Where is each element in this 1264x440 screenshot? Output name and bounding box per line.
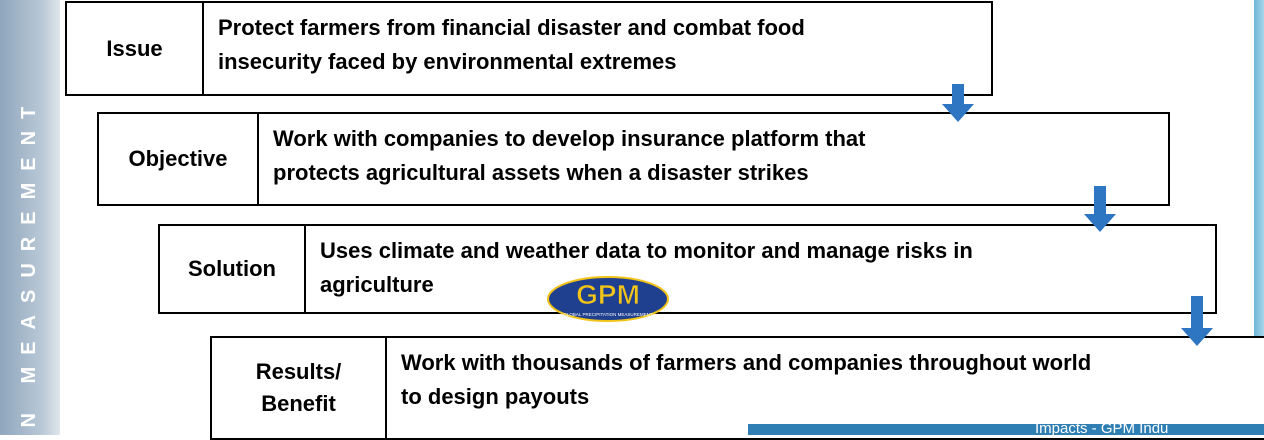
footer-text: Impacts - GPM Indu	[1035, 424, 1169, 435]
row-label: Solution	[160, 226, 306, 312]
side-strip: ON MEASUREMENT	[0, 0, 60, 435]
row-text: Work with companies to develop insurance…	[259, 114, 879, 204]
text-line: Work with companies to develop insurance…	[273, 126, 866, 151]
text-line: Uses climate and weather data to monitor…	[320, 238, 973, 263]
arrow	[1084, 186, 1116, 232]
right-bar	[1254, 0, 1264, 356]
text-line: to design payouts	[401, 384, 590, 409]
arrow	[942, 84, 974, 122]
table-row: Solution Uses climate and weather data to…	[158, 224, 1217, 314]
row-label: Results/ Benefit	[212, 338, 387, 438]
text-line: agriculture	[320, 272, 434, 297]
table-row: Results/ Benefit Work with thousands of f…	[210, 336, 1264, 440]
row-text: Uses climate and weather data to monitor…	[306, 226, 987, 312]
logo-subtitle: GLOBAL PRECIPITATION MEASUREMENT	[563, 312, 652, 317]
row-text: Protect farmers from financial disaster …	[204, 3, 819, 94]
text-line: Protect farmers from financial disaster …	[218, 15, 805, 40]
row-label: Objective	[99, 114, 259, 204]
gpm-logo: GPM GLOBAL PRECIPITATION MEASUREMENT	[547, 276, 669, 322]
arrow	[1181, 296, 1213, 346]
table-row: Objective Work with companies to develop …	[97, 112, 1170, 206]
row-text: Work with thousands of farmers and compa…	[387, 338, 1105, 438]
text-line: Work with thousands of farmers and compa…	[401, 350, 1092, 375]
table-row: Issue Protect farmers from financial disa…	[65, 1, 993, 96]
footer-bar: Impacts - GPM Indu	[748, 424, 1264, 435]
row-label: Issue	[67, 3, 204, 94]
side-strip-text: ON MEASUREMENT	[18, 94, 40, 435]
logo-title: GPM	[576, 279, 640, 310]
text-line: insecurity faced by environmental extrem…	[218, 49, 677, 74]
text-line: protects agricultural assets when a disa…	[273, 160, 809, 185]
